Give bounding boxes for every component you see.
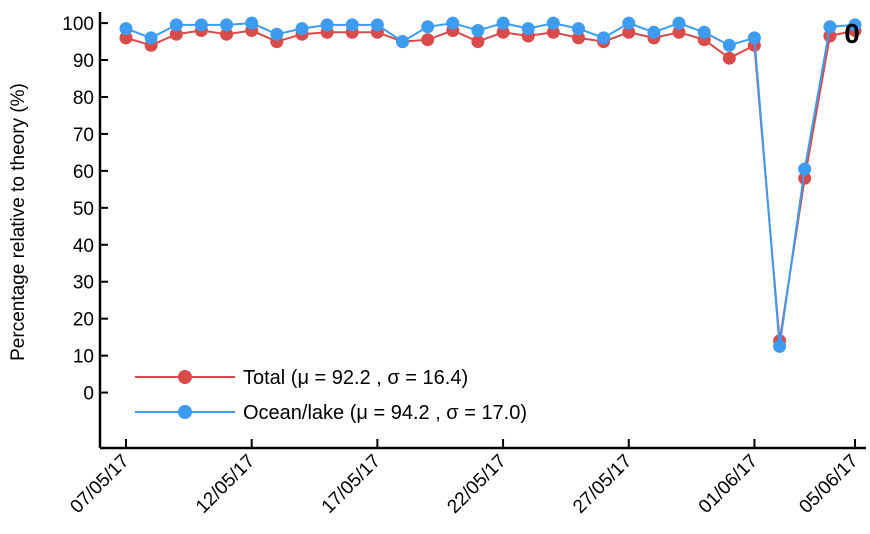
x-tick-label: 27/05/17 (569, 451, 636, 518)
data-point (697, 25, 711, 39)
data-point (169, 18, 183, 32)
data-point (295, 22, 309, 36)
data-point (320, 18, 334, 32)
data-point (471, 24, 485, 37)
legend-marker-total (178, 370, 192, 384)
data-point (194, 18, 208, 32)
data-point (421, 20, 435, 34)
data-point (220, 18, 234, 32)
data-point (622, 25, 636, 39)
data-point (722, 38, 736, 52)
data-point (220, 27, 234, 41)
y-tick-label: 10 (73, 347, 94, 368)
y-tick-label: 30 (73, 273, 94, 294)
series-line (125, 29, 856, 341)
data-point (471, 35, 485, 49)
data-point (270, 27, 284, 41)
y-axis-label: Percentage relative to theory (%) (8, 83, 29, 361)
x-tick-label: 22/05/17 (443, 451, 510, 518)
y-axis-ticks: 0 10 20 30 40 50 60 70 80 90 100 (62, 14, 108, 405)
x-tick-label: 12/05/17 (192, 451, 259, 518)
data-point (823, 20, 837, 34)
legend-marker-ocean (178, 405, 192, 419)
y-tick-label: 20 (73, 310, 94, 331)
x-tick-label: 07/05/17 (66, 451, 133, 518)
x-tick-label: 17/05/17 (318, 451, 385, 518)
y-tick-label: 90 (73, 51, 94, 72)
data-point (345, 18, 359, 32)
data-point (622, 16, 636, 30)
series-0 (119, 24, 862, 348)
data-point (798, 171, 812, 185)
data-point (521, 22, 535, 36)
data-point (119, 31, 133, 45)
data-point (446, 16, 460, 30)
x-axis-ticks: 07/05/17 12/05/17 17/05/17 22/05/17 27/05/17… (66, 439, 863, 518)
data-point (144, 31, 158, 45)
data-point (798, 162, 812, 176)
legend-label-ocean: Ocean/lake (μ = 94.2 , σ = 17.0) (243, 402, 527, 424)
data-point (672, 16, 686, 30)
y-tick-label: 100 (62, 14, 94, 35)
data-point (747, 31, 761, 45)
data-point (848, 18, 862, 32)
y-tick-label: 60 (73, 162, 94, 183)
axes (98, 12, 866, 450)
data-point (421, 33, 435, 47)
data-point (672, 25, 686, 39)
data-point (396, 35, 409, 49)
y-tick-label: 80 (73, 88, 94, 109)
data-point (722, 51, 736, 65)
data-point (245, 16, 259, 30)
legend-label-total: Total (μ = 92.2 , σ = 16.4) (243, 367, 468, 389)
data-point (647, 25, 661, 39)
y-tick-label: 70 (73, 125, 94, 146)
data-point (823, 29, 837, 43)
data-point (119, 22, 133, 36)
data-point (773, 339, 787, 353)
data-point (546, 25, 560, 39)
data-point (370, 18, 384, 32)
series-layer (119, 16, 862, 353)
data-point (597, 31, 611, 45)
data-point (572, 22, 585, 36)
data-point (496, 25, 510, 39)
y-tick-label: 50 (73, 199, 94, 220)
series-1 (119, 16, 862, 353)
data-point (496, 16, 510, 30)
x-tick-label: 01/06/17 (695, 451, 762, 518)
series-line (125, 21, 856, 347)
x-tick-label: 05/06/17 (795, 451, 862, 518)
data-point (169, 27, 183, 41)
y-tick-label: 0 (83, 384, 94, 405)
y-tick-label: 40 (73, 236, 94, 257)
data-point (572, 31, 585, 45)
side-label: 0 (844, 18, 860, 49)
legend: Total (μ = 92.2 , σ = 16.4) Ocean/lake (… (135, 367, 527, 424)
data-point (546, 16, 560, 30)
